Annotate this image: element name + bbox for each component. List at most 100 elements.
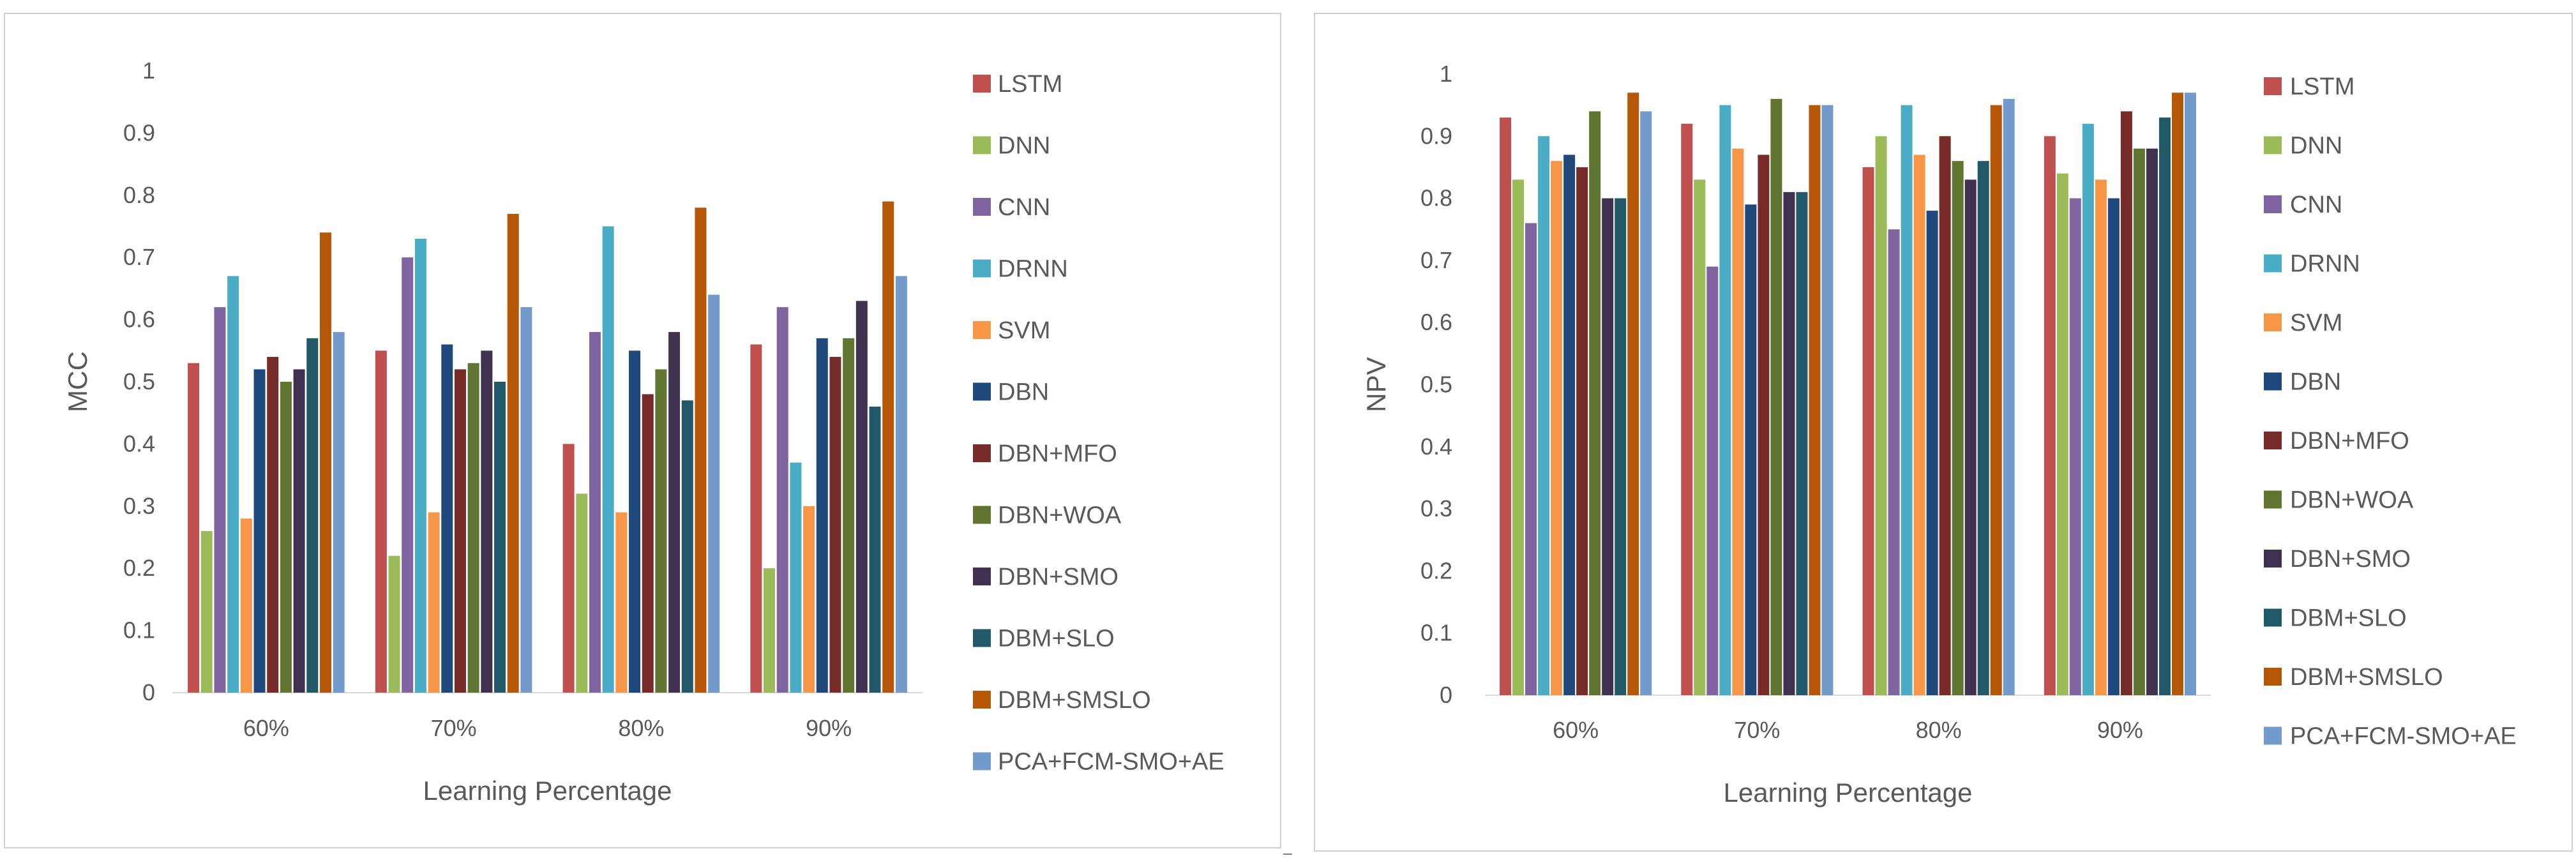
mcc-bar-dbn-70 — [441, 344, 453, 693]
npv-bar-dbm-slo-70 — [1796, 192, 1808, 695]
npv-legend-label-dbm-smslo: DBM+SMSLO — [2290, 664, 2443, 691]
npv-legend-swatch-dbm-slo — [2264, 608, 2282, 627]
npv-bar-dbn-mfo-60 — [1576, 167, 1588, 695]
npv-bar-dbn-mfo-70 — [1758, 154, 1770, 696]
npv-legend-swatch-lstm — [2264, 77, 2282, 95]
npv-x-tick-label: 70% — [1734, 717, 1780, 743]
npv-y-tick-label: 0.6 — [1420, 309, 1452, 335]
npv-bar-svm-60 — [1551, 161, 1563, 696]
npv-legend-label-dnn: DNN — [2290, 133, 2342, 160]
mcc-bar-svm-60 — [240, 518, 252, 693]
mcc-x-tick-label: 60% — [243, 715, 289, 741]
mcc-legend-swatch-dbm-slo — [973, 629, 991, 647]
npv-bar-dnn-70 — [1694, 179, 1706, 695]
npv-bar-dbn-woa-90 — [2133, 148, 2145, 695]
npv-bar-lstm-80 — [1862, 167, 1874, 695]
mcc-legend-label-pca-fcm-smo-ae: PCA+FCM-SMO+AE — [998, 749, 1224, 776]
mcc-y-tick-label: 0.9 — [123, 119, 155, 146]
mcc-bar-pca-fcm-smo-ae-80 — [708, 294, 720, 693]
mcc-bar-cnn-80 — [589, 332, 601, 693]
npv-bar-dbn-woa-70 — [1770, 98, 1782, 696]
mcc-bar-dbn-80 — [629, 350, 641, 693]
npv-legend-swatch-cnn — [2264, 195, 2282, 213]
npv-bar-drnn-70 — [1719, 105, 1731, 695]
mcc-y-tick-label: 0.7 — [123, 244, 155, 270]
mcc-bar-dbn-smo-90 — [855, 301, 868, 693]
npv-bar-dbn-60 — [1563, 154, 1576, 696]
npv-bar-dbm-smslo-70 — [1809, 105, 1821, 695]
npv-bar-dnn-80 — [1875, 136, 1887, 696]
mcc-bar-dbn-smo-80 — [668, 332, 681, 693]
npv-y-tick-label: 1 — [1440, 61, 1452, 87]
npv-bar-dbn-mfo-80 — [1939, 136, 1951, 696]
npv-y-tick-label: 0.5 — [1420, 372, 1452, 398]
mcc-bar-dbm-smslo-60 — [319, 232, 331, 693]
npv-bar-pca-fcm-smo-ae-90 — [2184, 93, 2196, 695]
mcc-bar-cnn-90 — [776, 307, 788, 693]
npv-bar-pca-fcm-smo-ae-70 — [1821, 105, 1834, 695]
mcc-legend-label-dbn-smo: DBN+SMO — [998, 564, 1119, 590]
npv-bar-lstm-70 — [1681, 123, 1693, 696]
npv-bar-lstm-90 — [2044, 136, 2056, 696]
mcc-chart-panel: 0 0.1 0.2 0.3 0.4 0.5 0.6 0.7 0.8 0.9 1 60% 70% 80% 90… — [4, 13, 1281, 848]
npv-x-tick-label: 80% — [1916, 717, 1962, 743]
divider-mark — [1283, 854, 1292, 855]
mcc-bar-dbn-woa-90 — [843, 338, 855, 693]
mcc-legend-swatch-svm — [973, 321, 991, 339]
npv-bar-dbn-smo-80 — [1964, 179, 1977, 695]
npv-legend-label-lstm: LSTM — [2290, 73, 2354, 100]
npv-y-tick-label: 0 — [1440, 682, 1452, 708]
npv-bar-dbn-woa-60 — [1589, 111, 1601, 695]
mcc-y-tick-label: 0.4 — [123, 430, 155, 456]
npv-y-tick-label: 0.3 — [1420, 495, 1452, 522]
npv-bar-lstm-60 — [1500, 117, 1512, 696]
npv-bar-dbm-slo-90 — [2158, 117, 2171, 696]
mcc-y-tick-label: 0.1 — [123, 617, 155, 643]
mcc-bar-dbm-smslo-80 — [695, 207, 707, 693]
npv-y-tick-label: 0.7 — [1420, 247, 1452, 273]
npv-bar-cnn-60 — [1525, 223, 1537, 695]
mcc-y-tick-label: 0 — [142, 679, 155, 705]
mcc-legend-label-cnn: CNN — [998, 194, 1050, 221]
npv-bar-svm-90 — [2095, 179, 2107, 695]
mcc-bar-pca-fcm-smo-ae-60 — [333, 332, 345, 693]
npv-legend-label-pca-fcm-smo-ae: PCA+FCM-SMO+AE — [2290, 723, 2517, 750]
mcc-bar-lstm-70 — [375, 350, 387, 693]
mcc-legend-label-dbm-smslo: DBM+SMSLO — [998, 687, 1151, 714]
npv-bar-dbn-woa-80 — [1952, 161, 1964, 696]
npv-y-tick-label: 0.4 — [1420, 433, 1452, 460]
npv-legend-swatch-dbn-mfo — [2264, 432, 2282, 449]
mcc-x-axis-title: Learning Percentage — [423, 776, 672, 806]
npv-legend-swatch-dbn-woa — [2264, 490, 2282, 509]
mcc-y-tick-label: 0.3 — [123, 493, 155, 519]
mcc-legend-label-dbn: DBN — [998, 379, 1049, 406]
npv-bar-drnn-80 — [1901, 105, 1913, 695]
mcc-bar-dbm-slo-90 — [869, 406, 881, 693]
mcc-legend-swatch-dnn — [973, 136, 991, 154]
mcc-y-tick-label: 0.2 — [123, 555, 155, 581]
npv-legend-swatch-svm — [2264, 313, 2282, 331]
npv-legend-label-dbn-smo: DBN+SMO — [2290, 546, 2411, 573]
npv-legend-label-dbn-woa: DBN+WOA — [2290, 487, 2414, 514]
mcc-bar-pca-fcm-smo-ae-90 — [895, 276, 907, 693]
mcc-legend-swatch-dbn — [973, 382, 991, 401]
mcc-bar-dbn-mfo-90 — [829, 357, 841, 693]
mcc-bar-svm-70 — [428, 512, 440, 693]
mcc-x-tick-label: 90% — [806, 715, 852, 741]
npv-legend-swatch-dbn — [2264, 372, 2282, 391]
mcc-bar-dbn-woa-80 — [655, 369, 667, 693]
mcc-legend-label-drnn: DRNN — [998, 256, 1068, 283]
npv-bar-cnn-90 — [2069, 198, 2081, 696]
npv-y-tick-label: 0.8 — [1420, 185, 1452, 211]
mcc-legend-label-dnn: DNN — [998, 133, 1050, 160]
mcc-bar-svm-80 — [615, 512, 628, 693]
mcc-bar-lstm-90 — [750, 344, 762, 693]
mcc-legend-swatch-dbn-mfo — [973, 444, 991, 462]
mcc-legend-label-dbm-slo: DBM+SLO — [998, 626, 1115, 652]
mcc-bar-cnn-60 — [214, 307, 226, 693]
npv-chart-panel: 0 0.1 0.2 0.3 0.4 0.5 0.6 0.7 0.8 0.9 1 60% 70% 80% 90… — [1314, 13, 2573, 852]
mcc-y-tick-label: 0.8 — [123, 182, 155, 208]
mcc-legend-swatch-dbn-smo — [973, 568, 991, 585]
mcc-bar-dbn-woa-70 — [467, 363, 479, 693]
mcc-bar-dnn-80 — [576, 493, 588, 693]
